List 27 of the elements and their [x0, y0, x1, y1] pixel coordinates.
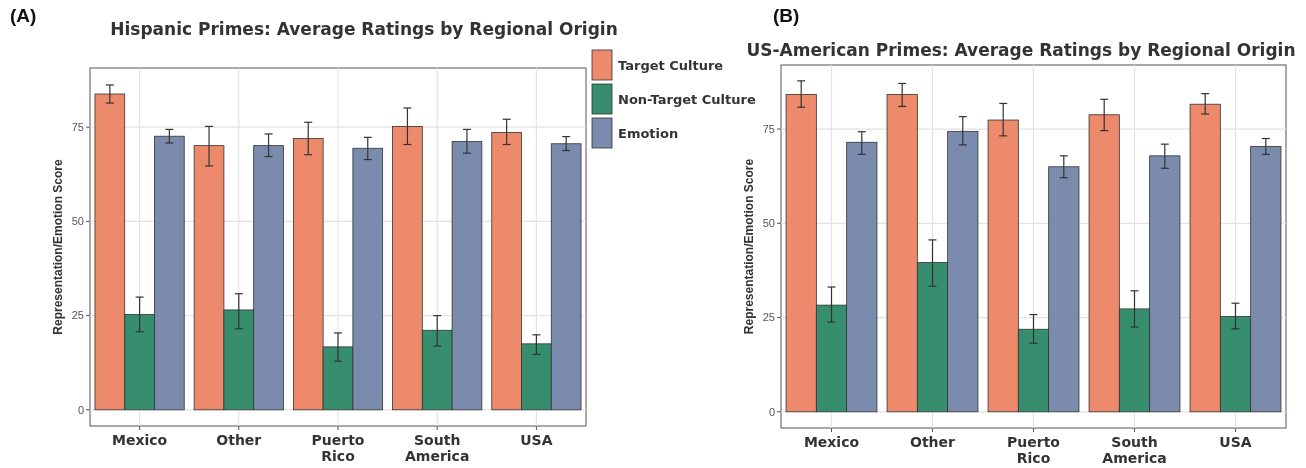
legend-label: Emotion [618, 125, 679, 141]
legend-label: Non-Target Culture [618, 91, 756, 107]
text: (B) [773, 5, 800, 26]
x-tick-label: Puerto Rico [311, 432, 365, 464]
legend-label: Target Culture [618, 57, 724, 73]
x-tick-label: Mexico [803, 434, 860, 450]
x-tick-label: USA [1219, 434, 1252, 450]
y-tick-label: 75 [71, 121, 84, 134]
x-tick-label: Mexico [112, 432, 168, 448]
y-tick-label: 50 [762, 217, 775, 230]
y-tick-label: 0 [77, 403, 84, 416]
y-tick-label: 50 [71, 215, 84, 228]
y-tick-label: 25 [762, 311, 775, 324]
chart-title: US-American Primes: Average Ratings by Regional Origin [746, 40, 1296, 60]
chart-title: Hispanic Primes: Average Ratings by Regional Origin [110, 19, 618, 39]
x-tick-label: Puerto Rico [1007, 434, 1061, 466]
x-tick-label: South America [405, 432, 470, 464]
x-tick-label: Other [910, 434, 956, 450]
y-tick-label: 0 [768, 405, 775, 418]
text: (A) [10, 5, 37, 26]
y-axis-title: Representation/Emotion Score [742, 158, 756, 335]
x-tick-label: USA [520, 432, 553, 448]
y-tick-label: 75 [762, 122, 775, 135]
y-tick-label: 25 [71, 309, 84, 322]
x-tick-label: Other [216, 432, 262, 448]
x-tick-label: South America [1102, 434, 1167, 466]
y-axis-title: Representation/Emotion Score [51, 159, 65, 335]
